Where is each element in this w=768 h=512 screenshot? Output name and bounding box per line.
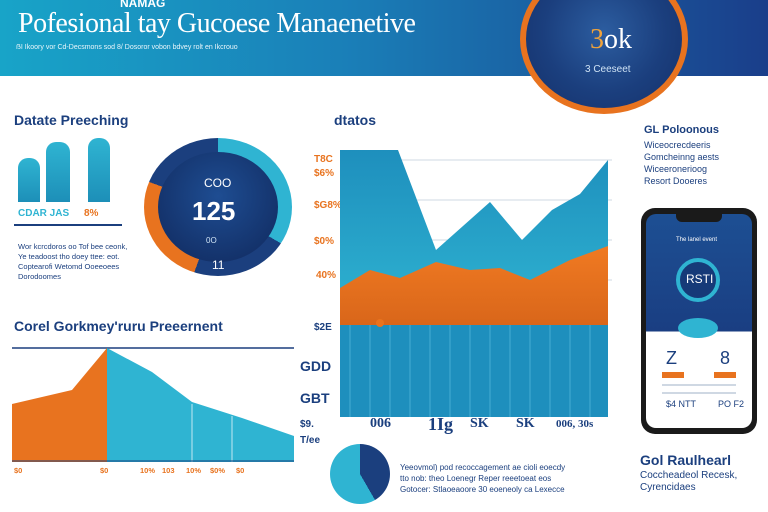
bottom-center-line-1: Yeeovmol) pod recoccagement ae cioli eoe… [400, 463, 566, 472]
area-base-band [340, 325, 608, 417]
left-note-2: Ye teadoost tho doey ttee: eot. [18, 252, 120, 261]
phone-row-2: PO F2 [718, 399, 745, 409]
area-y-label-5: 40% [316, 270, 337, 281]
right-line-3: Wiceeronerioog [644, 164, 708, 174]
bl-axis-3: 10% [140, 466, 156, 475]
phone-bar-1 [662, 372, 684, 378]
right-line-2: Gomcheinng aests [644, 152, 720, 162]
mid-label-gdd: GDD [300, 358, 332, 374]
bottom-right-line-1: Coccheadeol Recesk, [640, 470, 738, 481]
left-bar-2 [46, 142, 70, 202]
phone-row-1: $4 NTT [666, 399, 697, 409]
bottom-center-line-3: Gotocer: Stlaoeaoore 30 eoeneoly ca Lexe… [400, 485, 565, 494]
area-series-orange [340, 246, 608, 325]
kpi-label: 3 Ceeseet [585, 64, 631, 75]
phone-bar-2 [714, 372, 736, 378]
donut-top-label: COO [204, 176, 232, 190]
area-y-label-3: $G8% [314, 200, 342, 211]
bl-axis-left-1: $9. [300, 419, 314, 430]
area-x-label-4: SK [516, 416, 535, 431]
kpi-value-suffix: ok [604, 24, 632, 55]
phone-stat-1: Z [666, 348, 677, 368]
area-y-label-1: T8C [314, 154, 333, 165]
bl-axis-1: $0 [14, 466, 23, 475]
left-bar-1 [18, 158, 40, 202]
page-subtitle: ẞI Ikoory vor Cd-Decsmons sod 8/ Dosoror… [16, 44, 238, 51]
area-x-label-2: 1Ig [428, 414, 454, 434]
area-y-label-6: $2E [314, 322, 332, 333]
bl-axis-7: $0 [236, 466, 245, 475]
area-chart [340, 150, 612, 417]
left-bar-3 [88, 138, 110, 202]
small-pie-chart [330, 444, 390, 504]
right-line-4: Resort Dooeres [644, 176, 708, 186]
area-x-label-5: 006, 30s [556, 418, 594, 430]
bottom-left-area-teal [107, 348, 294, 462]
kpi-ring [520, 0, 688, 114]
phone-notch [676, 214, 722, 222]
kpi-value: 3ok [590, 24, 632, 56]
left-note-4: Dorodoomes [18, 272, 61, 281]
bl-axis-4: 103 [162, 466, 175, 475]
area-x-label-3: SK [470, 416, 489, 431]
bottom-left-chart [12, 347, 294, 462]
left-tag-2: 8% [84, 208, 99, 219]
donut-bottom-label: 11 [212, 258, 225, 272]
bottom-left-area-orange [12, 348, 107, 462]
right-section-title: GL Poloonous [644, 124, 719, 136]
phone-header: The lanel event [676, 237, 718, 243]
phone-gauge-value: RSTI [686, 272, 714, 286]
phone-divider-1 [662, 384, 736, 386]
header-top-label: NAMAG [120, 0, 166, 10]
phone-gauge [676, 258, 720, 302]
bottom-right-title: Gol Raulhearl [640, 452, 732, 468]
left-note-1: Wor kcrcdoros oo Tof bee ceonk, [18, 242, 128, 251]
bl-axis-6: $0% [210, 466, 226, 475]
bl-axis-5: 10% [186, 466, 202, 475]
left-tag-1: CDAR JAS [18, 208, 70, 219]
right-line-1: Wiceocrecdeeris [644, 140, 711, 150]
phone-accent-blob [678, 318, 718, 338]
area-marker [376, 319, 384, 327]
phone-stat-2: 8 [720, 348, 731, 368]
donut-sub-label: 0O [206, 236, 217, 245]
bottom-right-line-2: Cyrencidaes [640, 482, 696, 493]
bl-axis-2: $0 [100, 466, 109, 475]
phone-divider-2 [662, 392, 736, 394]
area-section-title: dtatos [334, 112, 376, 128]
area-x-label-1: 006 [370, 416, 391, 431]
bl-axis-left-2: T/ee [300, 435, 321, 446]
left-note-3: Coptearofi Wetomd Ooeeoees [18, 262, 120, 271]
page-title: Pofesional tay Gucoese Manaenetive [18, 8, 416, 39]
bottom-left-title: Corel Gorkmey'ruru Preeernent [14, 318, 223, 334]
mid-label-gbt: GBT [300, 390, 330, 406]
donut-value: 125 [192, 196, 236, 226]
area-y-label-2: $6% [314, 168, 335, 179]
donut-center [158, 152, 278, 262]
area-y-label-4: $0% [314, 236, 335, 247]
kpi-value-prefix: 3 [590, 24, 604, 55]
bottom-center-line-2: tto nob: theo Loenegr Reper reeetoeat eo… [400, 474, 552, 483]
left-tag-row [14, 204, 122, 226]
left-section-title: Datate Preeching [14, 112, 129, 128]
